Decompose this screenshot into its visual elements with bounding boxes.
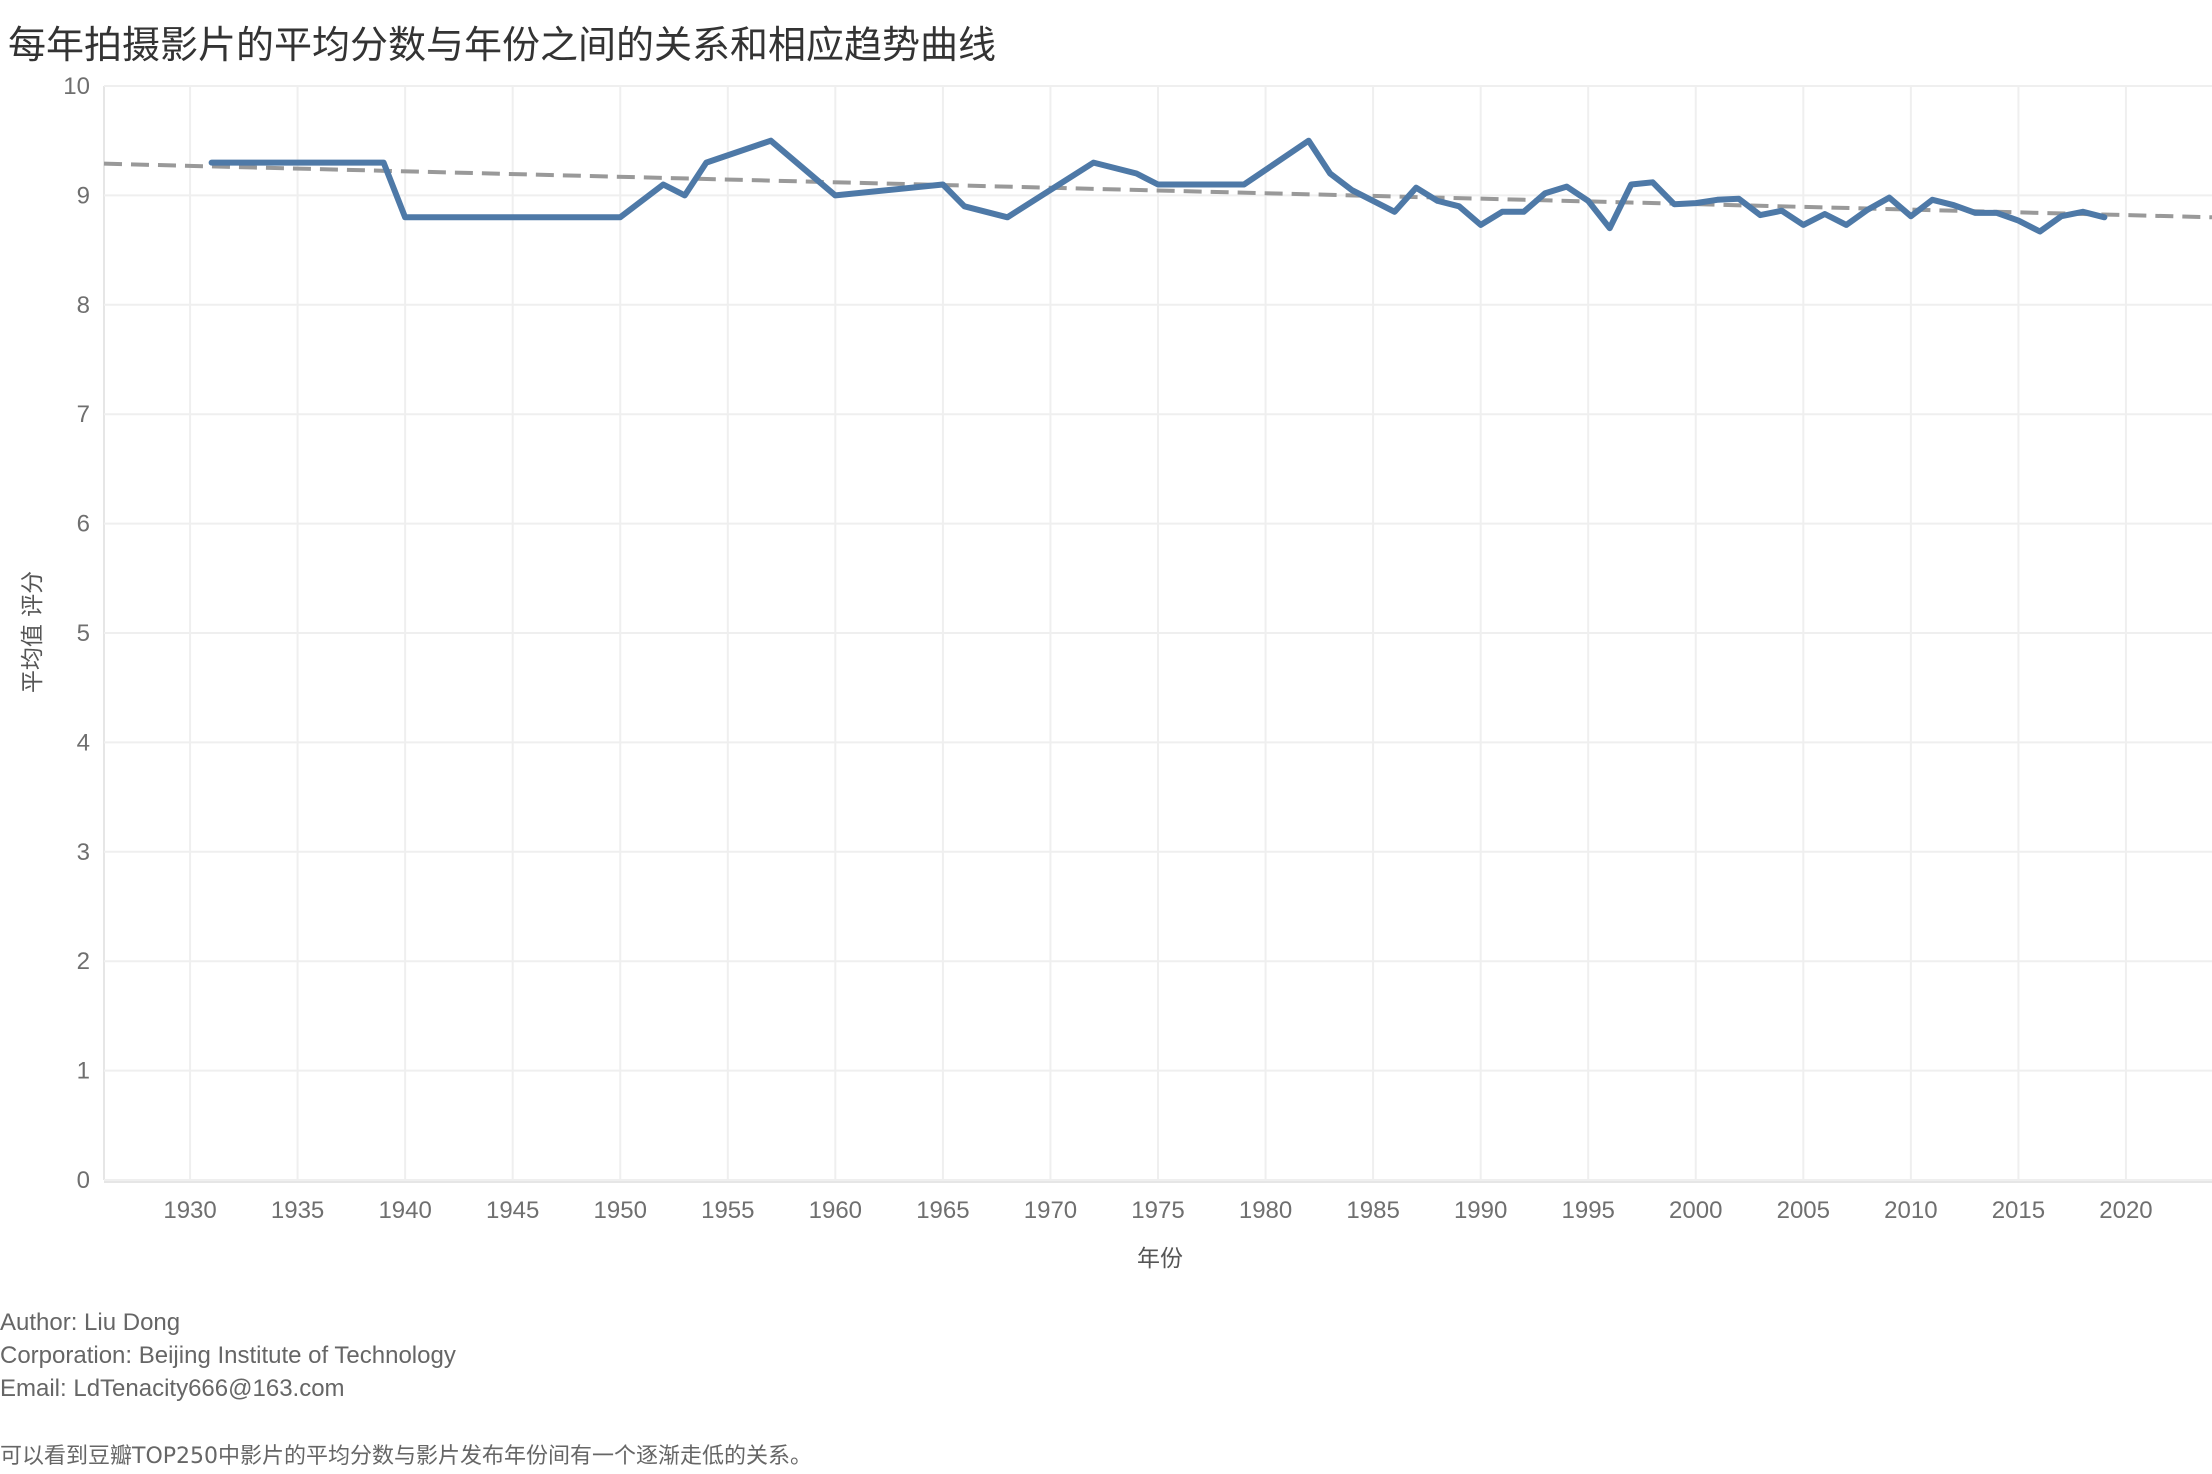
y-tick-label: 7 (77, 401, 90, 428)
x-tick-label: 1950 (594, 1197, 647, 1224)
x-tick-label: 1975 (1131, 1197, 1184, 1224)
x-tick-label: 2000 (1669, 1197, 1722, 1224)
y-axis: 0 1 2 3 4 5 6 7 8 9 10 (63, 73, 90, 1194)
y-tick-label: 4 (77, 729, 90, 756)
y-tick-label: 1 (77, 1058, 90, 1085)
y-tick-label: 6 (77, 511, 90, 538)
series-line-average-rating (208, 137, 2108, 235)
x-tick-label: 1960 (809, 1197, 862, 1224)
x-tick-label: 1980 (1239, 1197, 1292, 1224)
chart-title: 每年拍摄影片的平均分数与年份之间的关系和相应趋势曲线 (8, 23, 997, 67)
chart-plot: 0 1 2 3 4 5 6 7 8 9 10 1930 1935 1940 1945 1950 1955 196… (20, 73, 2212, 1272)
x-tick-label: 1995 (1562, 1197, 1615, 1224)
x-tick-label: 1935 (271, 1197, 324, 1224)
email-line: Email: LdTenacity666@163.com (0, 1375, 345, 1402)
x-tick-label: 1930 (163, 1197, 216, 1224)
grid (103, 85, 2212, 1183)
x-tick-label: 1945 (486, 1197, 539, 1224)
author-line: Author: Liu Dong (0, 1309, 181, 1336)
x-tick-label: 1985 (1346, 1197, 1399, 1224)
x-tick-label: 2005 (1777, 1197, 1830, 1224)
x-tick-label: 2015 (1992, 1197, 2045, 1224)
chart-note: 可以看到豆瓣TOP250中影片的平均分数与影片发布年份间有一个逐渐走低的关系。 (0, 1444, 813, 1469)
y-tick-label: 8 (77, 292, 90, 319)
x-tick-label: 2020 (2099, 1197, 2152, 1224)
x-tick-label: 1990 (1454, 1197, 1507, 1224)
y-tick-label: 5 (77, 620, 90, 647)
y-axis-label: 平均值 评分 (20, 571, 46, 693)
y-tick-label: 2 (77, 948, 90, 975)
credits: Author: Liu Dong Corporation: Beijing In… (0, 1306, 456, 1405)
y-tick-label: 9 (77, 182, 90, 209)
x-tick-label: 2010 (1884, 1197, 1937, 1224)
x-tick-label: 1965 (916, 1197, 969, 1224)
y-tick-label: 10 (63, 73, 90, 100)
x-axis: 1930 1935 1940 1945 1950 1955 1960 1965 1970 1975… (163, 1197, 2152, 1224)
x-tick-label: 1970 (1024, 1197, 1077, 1224)
x-axis-label: 年份 (1137, 1246, 1183, 1272)
x-tick-label: 1955 (701, 1197, 754, 1224)
trend-line (103, 161, 2212, 220)
y-tick-label: 3 (77, 839, 90, 866)
corporation-line: Corporation: Beijing Institute of Techno… (0, 1342, 456, 1369)
y-tick-label: 0 (77, 1167, 90, 1194)
x-tick-label: 1940 (378, 1197, 431, 1224)
